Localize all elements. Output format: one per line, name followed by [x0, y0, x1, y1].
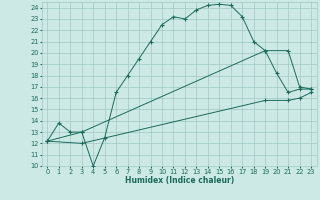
- X-axis label: Humidex (Indice chaleur): Humidex (Indice chaleur): [124, 176, 234, 185]
